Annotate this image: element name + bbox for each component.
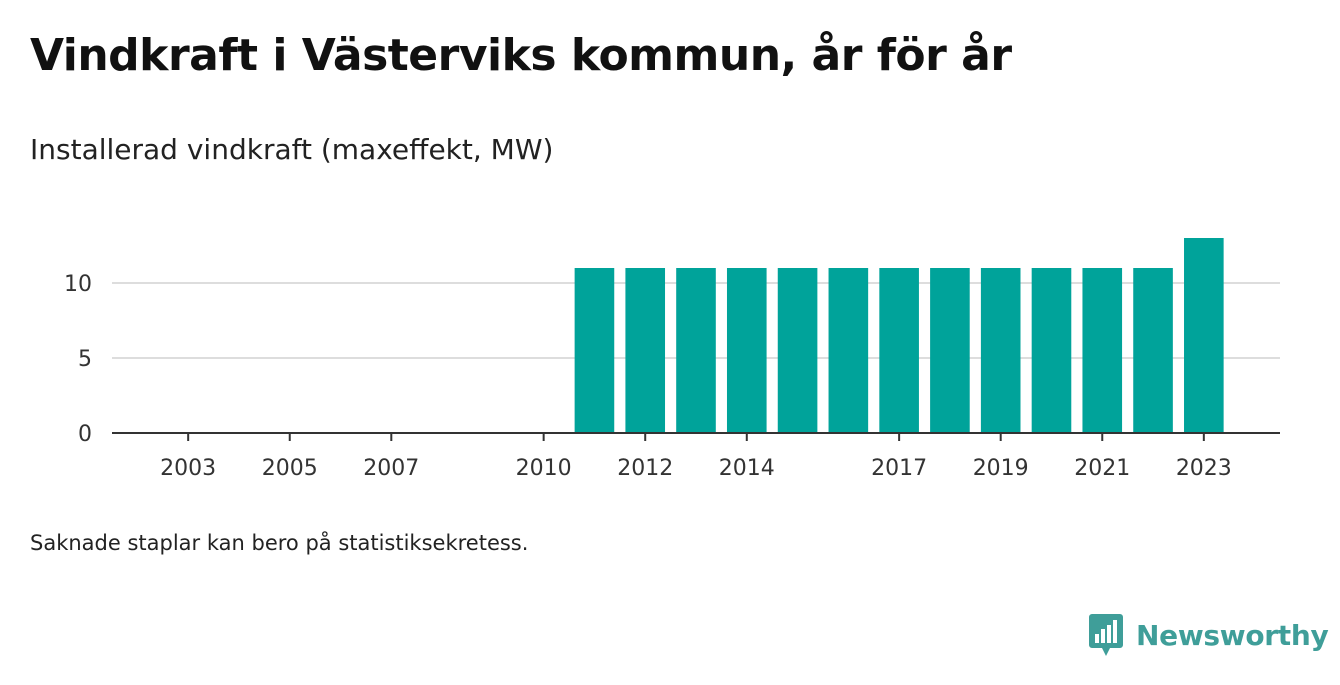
bar [726, 268, 767, 433]
x-tick-label: 2005 [262, 456, 318, 481]
x-axis [112, 432, 1280, 441]
bar-chart: 0 5 10 2003 2005 2007 2010 2012 2014 2017 2019 202… [64, 238, 1280, 481]
brand-name: Newsworthy [1136, 618, 1329, 652]
bar [777, 268, 818, 433]
chart-title: Vindkraft i Västerviks kommun, år för år [30, 30, 1012, 81]
x-tick-label: 2012 [617, 456, 673, 481]
chart-subtitle: Installerad vindkraft (maxeffekt, MW) [30, 133, 554, 166]
bar [676, 268, 716, 433]
x-tick-label: 2023 [1176, 456, 1232, 481]
x-tick-label: 2014 [719, 456, 775, 481]
x-tick-label: 2007 [363, 456, 419, 481]
newsworthy-logo[interactable]: Newsworthy [1088, 611, 1329, 659]
bar [1184, 238, 1224, 433]
x-tick-labels: 2003 2005 2007 2010 2012 2014 2017 2019 2021 2023 [160, 456, 1232, 481]
y-tick-label: 5 [78, 347, 92, 372]
bar [1133, 268, 1173, 433]
y-tick-label: 0 [78, 422, 92, 447]
x-tick-label: 2019 [973, 456, 1029, 481]
bar [930, 268, 970, 433]
bar [574, 268, 615, 433]
x-tick-label: 2003 [160, 456, 216, 481]
y-tick-labels: 0 5 10 [64, 272, 92, 447]
bar [980, 268, 1021, 433]
y-tick-label: 10 [64, 272, 92, 297]
bar [1031, 268, 1072, 433]
newsworthy-chart-bubble-icon [1089, 614, 1123, 656]
x-tick-label: 2010 [516, 456, 572, 481]
x-tick-label: 2017 [871, 456, 927, 481]
bar [879, 268, 919, 433]
bar [1082, 268, 1123, 433]
footnote: Saknade staplar kan bero på statistiksek… [30, 531, 529, 555]
bars [574, 238, 1224, 433]
bar [828, 268, 869, 433]
bar [625, 268, 666, 433]
x-tick-label: 2021 [1074, 456, 1130, 481]
